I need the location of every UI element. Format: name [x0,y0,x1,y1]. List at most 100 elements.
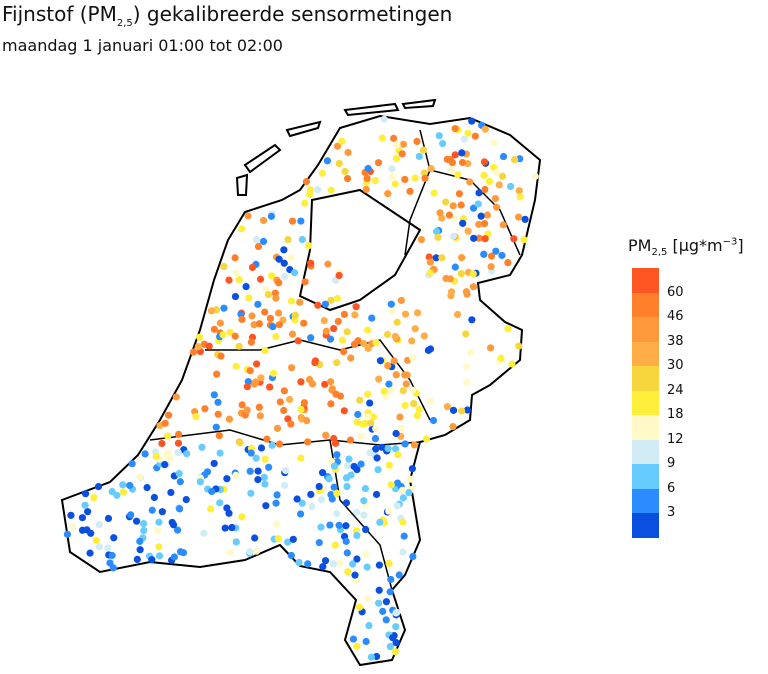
sensor-dot [382,598,391,606]
sensor-dot [409,354,417,362]
sensor-dot [401,440,409,448]
sensor-dot [366,399,374,407]
sensor-dot [376,518,384,526]
sensor-dot [172,393,180,401]
netherlands-outline [60,114,542,667]
sensor-dot [254,467,262,475]
sensor-dot [252,547,261,555]
sensor-dot [63,530,72,538]
sensor-dot [426,258,434,266]
colorbar-bin [632,488,659,513]
sensor-dot [272,499,280,507]
sensor-dot [81,501,89,509]
sensor-dot [207,505,215,513]
sensor-dot [409,552,417,561]
sensor-dot [483,211,492,219]
sensor-dot [350,340,359,348]
sensor-dot [392,371,400,379]
sensor-dot [463,406,471,414]
sensor-dot [363,174,371,183]
sensor-dot [510,235,518,243]
sensor-dot [393,608,401,616]
sensor-dot [327,400,335,408]
sensor-dot [132,517,141,525]
sensor-dot [268,441,276,449]
sensor-dot [497,354,505,362]
sensor-dot [253,236,261,244]
sensor-dot [261,308,269,316]
sensor-dot [485,177,494,186]
sensor-dot [272,294,280,302]
sensor-dot [136,537,144,545]
sensor-dot [327,491,335,499]
sensor-dot [460,135,468,143]
sensor-dot [415,405,423,414]
sensor-dot [429,416,438,425]
sensor-dot [269,369,278,377]
sensor-dot [288,217,297,225]
sensor-dot [451,263,459,271]
sensor-dot [297,454,305,462]
sensor-dot [298,499,306,507]
sensor-dot [318,469,327,477]
sensor-dot [201,405,209,413]
sensor-dot [262,502,270,510]
sensor-dot [119,488,128,496]
sensor-dot [127,511,135,519]
sensor-dot [399,518,407,526]
sensor-dot [470,234,478,242]
colorbar-tick-label: 38 [667,333,684,349]
sensor-dot [287,364,296,372]
sensor-dot [375,375,383,383]
sensor-dot [393,479,402,487]
sensor-dot [378,443,386,451]
sensor-dot [420,332,428,340]
sensor-dot [313,186,322,194]
sensor-dot [427,165,435,173]
colorbar-bin [632,464,659,489]
sensor-dot [176,478,184,486]
sensor-dot [442,198,450,206]
sensor-dot [498,172,507,180]
sensor-dot [268,272,276,280]
sensor-dot [219,331,227,339]
sensor-dot [393,502,401,510]
sensor-dot [408,386,417,394]
sensor-dot [385,559,393,568]
sensor-dot [508,360,516,368]
sensor-dot [426,269,434,277]
sensor-dot [216,449,224,457]
sensor-dot [205,342,213,350]
sensor-dot [378,134,386,142]
sensor-dot [388,165,396,173]
sensor-dot [174,439,183,447]
sensor-dot [210,391,218,399]
sensor-dot [325,475,333,483]
sensor-dot [434,233,442,241]
sensor-dot [376,357,385,365]
sensor-dot [390,134,398,142]
sensor-dot [330,483,338,491]
sensor-dot [480,171,488,180]
sensor-dot [451,151,459,159]
sensor-dot [315,539,323,547]
sensor-dot [225,415,234,423]
sensor-dot [341,167,349,176]
sensor-dot [362,525,370,534]
sensor-dot [305,242,313,250]
sensor-dot [375,586,383,594]
sensor-dot [330,462,338,470]
sensor-dot [141,450,149,458]
sensor-dot [255,320,263,328]
sensor-dot [265,463,273,471]
sensor-dot [251,378,260,386]
sensor-dot [480,219,489,228]
sensor-dot [401,175,409,184]
sensor-dot [290,269,299,277]
sensor-dot [398,486,407,494]
sensor-dot [457,201,465,209]
sensor-dot [386,588,394,596]
sensor-dot [280,259,288,267]
sensor-dot [225,509,233,517]
sensor-dot [414,309,422,317]
